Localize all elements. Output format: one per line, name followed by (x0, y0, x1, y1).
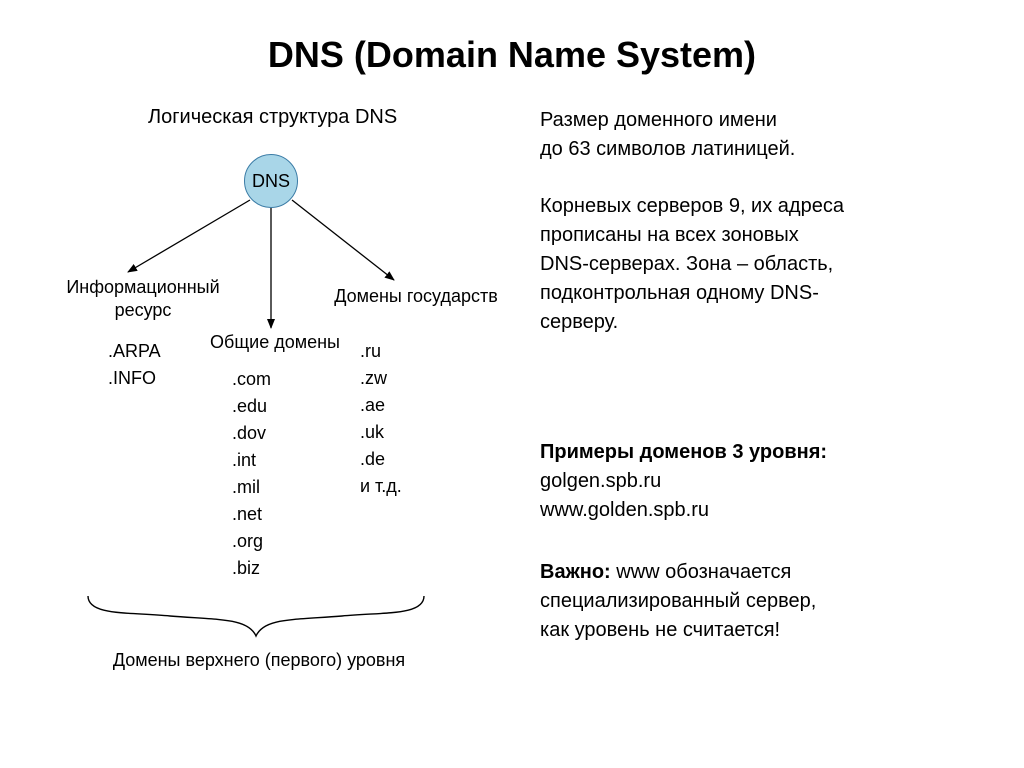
paragraph-name-size: Размер доменного имени до 63 символов ла… (540, 106, 980, 164)
paragraph-important: Важно: www обозначается специализированн… (540, 558, 980, 645)
examples-heading: Примеры доменов 3 уровня: (540, 441, 827, 463)
slide: DNS (Domain Name System) Логическая стру… (0, 0, 1024, 768)
slide-title: DNS (Domain Name System) (0, 34, 1024, 76)
dns-root-label: DNS (252, 171, 290, 192)
paragraph-root-servers: Корневых серверов 9, их адреса прописаны… (540, 192, 980, 337)
tld-caption: Домены верхнего (первого) уровня (84, 650, 434, 671)
important-heading: Важно: (540, 561, 611, 583)
paragraph-examples: Примеры доменов 3 уровня: golgen.spb.ru … (540, 438, 980, 525)
branch-center-label: Общие домены (200, 331, 350, 354)
branch-right-label: Домены государств (316, 285, 516, 308)
branch-center-items: .com .edu .dov .int .mil .net .org .biz (232, 366, 271, 582)
branch-left-label: Информационный ресурс (48, 276, 238, 321)
branch-right-items: .ru .zw .ae .uk .de и т.д. (360, 338, 402, 500)
dns-root-node: DNS (244, 154, 298, 208)
diagram-subtitle: Логическая структура DNS (148, 106, 397, 129)
branch-left-items: .ARPA .INFO (108, 338, 161, 392)
